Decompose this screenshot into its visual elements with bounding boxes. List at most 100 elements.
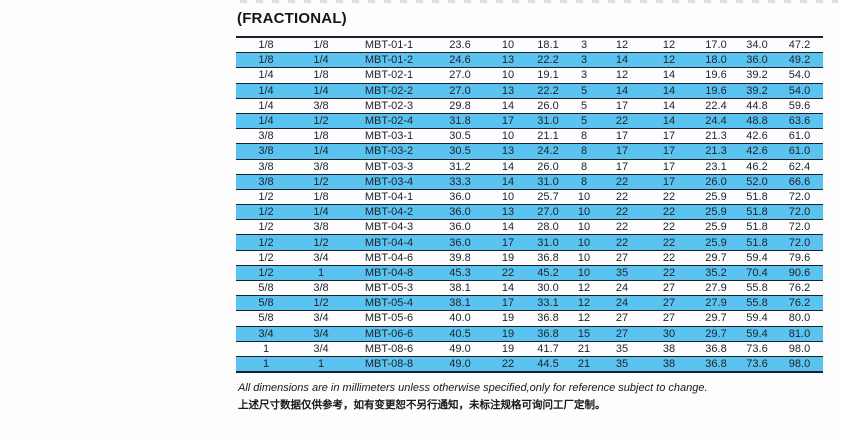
table-cell: 41.7	[528, 341, 568, 357]
table-row: 1/4 3/8 MBT-02-3 29.8 14 26.0 5 17 14 22.4 44.8 59.…	[236, 98, 823, 114]
table-cell: 45.3	[432, 265, 488, 282]
table-cell: 59.6	[776, 98, 823, 114]
table-cell: 72.0	[776, 204, 823, 221]
table-cell: 24	[600, 295, 644, 312]
table-cell: 44.5	[528, 356, 568, 373]
table-cell: 22	[644, 204, 694, 221]
table-cell: 10	[488, 128, 528, 145]
table-cell: 1/2	[296, 174, 346, 190]
table-row: 5/8 1/2 MBT-05-4 38.1 17 33.1 12 24 27 27.9 55.8 76…	[236, 295, 823, 312]
table-cell: 1	[236, 341, 296, 357]
table-cell: 22	[644, 234, 694, 251]
table-cell: 36.8	[694, 356, 738, 373]
table-cell: 51.8	[738, 189, 776, 206]
table-cell: 72.0	[776, 234, 823, 251]
table-cell: 14	[600, 83, 644, 99]
table-cell: 27	[644, 310, 694, 327]
table-cell: 14	[488, 98, 528, 114]
table-cell: 27.0	[432, 83, 488, 99]
table-cell: 1/4	[236, 83, 296, 99]
table-cell: 1	[296, 265, 346, 282]
table-cell: 13	[488, 83, 528, 99]
table-cell: 3/8	[296, 98, 346, 114]
table-cell: 31.2	[432, 159, 488, 175]
table-cell: 38	[644, 356, 694, 373]
table-cell: 17	[488, 234, 528, 251]
table-cell: 36.0	[432, 189, 488, 206]
table-cell: 76.2	[776, 295, 823, 312]
table-cell: 30	[644, 326, 694, 342]
table-cell: 54.0	[776, 67, 823, 84]
table-cell: 72.0	[776, 219, 823, 236]
table-cell: 21.3	[694, 128, 738, 145]
table-cell: 17	[600, 128, 644, 145]
table-cell: 3	[568, 37, 600, 54]
table-cell: 24.6	[432, 52, 488, 69]
table-cell: 51.8	[738, 204, 776, 221]
table-cell: 1/8	[296, 67, 346, 84]
table-cell: 3/4	[296, 310, 346, 327]
table-cell: 3	[568, 52, 600, 69]
table-cell: 44.8	[738, 98, 776, 114]
table-cell: MBT-04-4	[346, 234, 432, 251]
table-cell: 36.0	[738, 52, 776, 69]
table-cell: MBT-05-6	[346, 310, 432, 327]
table-cell: 27	[644, 280, 694, 297]
table-cell: 10	[568, 250, 600, 266]
table-cell: 49.0	[432, 356, 488, 373]
table-cell: 3/8	[236, 159, 296, 175]
table-cell: 1/8	[236, 37, 296, 54]
table-cell: 1/8	[296, 37, 346, 54]
table-cell: 1/8	[236, 52, 296, 69]
table-cell: 3/4	[236, 326, 296, 342]
table-cell: 12	[568, 310, 600, 327]
table-cell: 14	[600, 52, 644, 69]
table-cell: 59.4	[738, 310, 776, 327]
table-cell: MBT-02-2	[346, 83, 432, 99]
note-english: All dimensions are in millimeters unless…	[238, 382, 708, 395]
table-cell: 22	[488, 356, 528, 373]
table-cell: MBT-04-8	[346, 265, 432, 282]
table-cell: 25.7	[528, 189, 568, 206]
table-cell: 30.5	[432, 143, 488, 160]
table-cell: 24	[600, 280, 644, 297]
table-cell: 49.2	[776, 52, 823, 69]
table-cell: 25.9	[694, 189, 738, 206]
table-cell: 22	[600, 113, 644, 130]
table-cell: 55.8	[738, 295, 776, 312]
table-cell: 1/2	[236, 234, 296, 251]
table-cell: 42.6	[738, 143, 776, 160]
table-cell: 54.0	[776, 83, 823, 99]
table-cell: 14	[488, 174, 528, 190]
table-cell: 14	[644, 113, 694, 130]
table-cell: 31.0	[528, 113, 568, 130]
table-cell: 27	[644, 295, 694, 312]
table-cell: 17	[644, 159, 694, 175]
table-row: 1/2 1/4 MBT-04-2 36.0 13 27.0 10 22 22 25.9 51.8 72…	[236, 204, 823, 221]
table-cell: 38.1	[432, 280, 488, 297]
table-cell: MBT-08-8	[346, 356, 432, 373]
table-cell: 14	[644, 83, 694, 99]
table-row: 1/8 1/8 MBT-01-1 23.6 10 18.1 3 12 12 17.0 34.0 47.…	[236, 37, 823, 54]
table-cell: 1/2	[236, 250, 296, 266]
table-cell: 17	[644, 128, 694, 145]
table-cell: 21	[568, 341, 600, 357]
table-cell: 1/2	[296, 113, 346, 130]
table-cell: 1/2	[296, 234, 346, 251]
table-row: 1/4 1/4 MBT-02-2 27.0 13 22.2 5 14 14 19.6 39.2 54.…	[236, 83, 823, 99]
table-cell: MBT-03-1	[346, 128, 432, 145]
table-cell: 47.2	[776, 37, 823, 54]
table-cell: 27.0	[432, 67, 488, 84]
table-cell: 36.8	[694, 341, 738, 357]
table-cell: 13	[488, 204, 528, 221]
table-cell: 34.0	[738, 37, 776, 54]
table-cell: 5	[568, 113, 600, 130]
table-cell: 35	[600, 356, 644, 373]
table-cell: 1/2	[236, 189, 296, 206]
table-cell: 90.6	[776, 265, 823, 282]
table-cell: 36.8	[528, 250, 568, 266]
table-cell: 17	[600, 159, 644, 175]
table-cell: 31.0	[528, 234, 568, 251]
table-cell: MBT-03-3	[346, 159, 432, 175]
table-cell: 3/8	[296, 219, 346, 236]
